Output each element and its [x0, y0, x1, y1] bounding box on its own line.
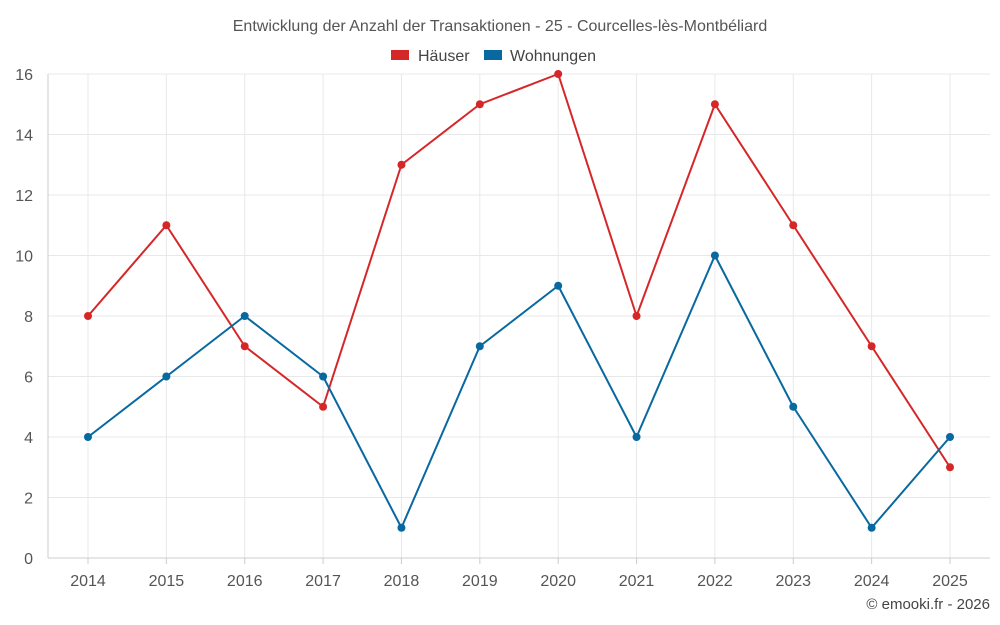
x-tick-label: 2022	[697, 573, 733, 590]
data-point[interactable]	[475, 100, 484, 109]
legend-label: Wohnungen	[510, 48, 596, 65]
chart-title: Entwicklung der Anzahl der Transaktionen…	[233, 18, 767, 35]
x-tick-label: 2023	[775, 573, 811, 590]
series-1	[84, 251, 954, 532]
x-tick-label: 2015	[149, 573, 185, 590]
y-tick-label: 0	[24, 551, 33, 568]
data-point[interactable]	[240, 342, 249, 351]
x-tick-label: 2014	[70, 573, 106, 590]
data-point[interactable]	[789, 402, 798, 411]
data-point[interactable]	[632, 433, 641, 441]
data-point[interactable]	[554, 281, 563, 290]
x-tick-label: 2017	[305, 573, 341, 590]
data-point[interactable]	[710, 100, 719, 109]
data-point[interactable]	[946, 463, 954, 472]
x-tick-label: 2020	[540, 573, 576, 590]
y-tick-label: 10	[15, 249, 33, 266]
data-point[interactable]	[319, 372, 328, 381]
y-tick-label: 4	[24, 430, 33, 447]
y-tick-label: 12	[15, 188, 33, 205]
data-point[interactable]	[554, 70, 563, 78]
data-point[interactable]	[162, 372, 171, 381]
y-tick-label: 6	[24, 370, 33, 387]
legend-label: Häuser	[418, 48, 470, 65]
series-0	[84, 70, 954, 472]
series-line	[87, 254, 951, 529]
data-point[interactable]	[240, 312, 249, 320]
x-tick-label: 2018	[384, 573, 420, 590]
x-tick-label: 2016	[227, 573, 263, 590]
y-tick-label: 14	[15, 128, 33, 145]
x-tick-label: 2025	[932, 573, 968, 590]
y-tick-label: 2	[24, 491, 33, 508]
y-tick-label: 16	[15, 67, 33, 84]
x-tick-label: 2019	[462, 573, 498, 590]
data-point[interactable]	[397, 523, 406, 532]
legend-swatch	[484, 50, 502, 60]
data-point[interactable]	[84, 433, 92, 441]
legend-item[interactable]: Häuser	[391, 48, 470, 65]
x-tick-label: 2021	[619, 573, 655, 590]
credit-text: © emooki.fr - 2026	[866, 596, 990, 613]
data-point[interactable]	[162, 221, 171, 230]
axes: 0 2 4 6 8 10 12 14 16 2014 2015 2016 2017 2018 2019 202…	[15, 67, 990, 590]
data-point[interactable]	[397, 160, 406, 169]
data-point[interactable]	[84, 312, 92, 320]
series-line	[87, 73, 951, 468]
legend-item[interactable]: Wohnungen	[484, 48, 596, 65]
data-point[interactable]	[710, 251, 719, 260]
grid	[48, 73, 990, 558]
data-point[interactable]	[867, 342, 876, 351]
series-layer	[84, 70, 954, 532]
data-point[interactable]	[632, 312, 641, 320]
legend-swatch	[391, 50, 409, 60]
y-tick-label: 8	[24, 309, 33, 326]
data-point[interactable]	[867, 523, 876, 532]
data-point[interactable]	[475, 342, 484, 351]
legend: Häuser Wohnungen	[391, 48, 596, 65]
data-point[interactable]	[319, 402, 328, 411]
data-point[interactable]	[946, 433, 954, 441]
data-point[interactable]	[789, 221, 798, 230]
x-tick-label: 2024	[854, 573, 890, 590]
